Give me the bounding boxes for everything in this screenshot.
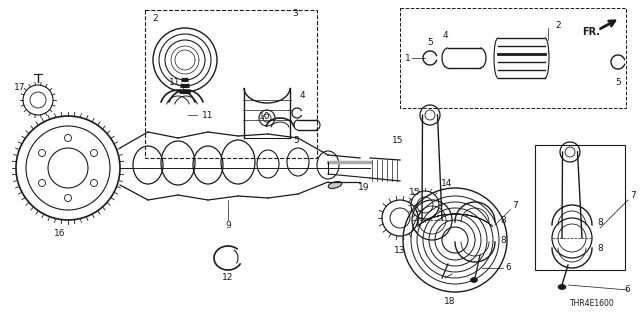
Text: 11: 11 [169,77,180,86]
Ellipse shape [470,277,477,283]
Text: 4: 4 [300,91,306,100]
Text: 2: 2 [555,20,561,29]
Bar [535,145,625,270]
Text: 12: 12 [222,274,234,283]
Text: 5: 5 [615,77,621,86]
Ellipse shape [558,284,566,290]
Ellipse shape [328,181,342,188]
Text: 7: 7 [630,190,636,199]
Text: 9: 9 [225,220,231,229]
Text: 17: 17 [14,83,26,92]
Text: 13: 13 [394,245,406,254]
Text: 8: 8 [597,244,603,252]
Text: 15: 15 [392,135,404,145]
Text: 6: 6 [505,263,511,273]
Text: 4: 4 [442,30,448,39]
Text: 6: 6 [624,285,630,294]
Text: FR.: FR. [582,27,600,37]
Text: 11: 11 [202,110,214,119]
Text: 19: 19 [358,182,369,191]
Text: 15: 15 [409,188,420,196]
Bar [400,8,626,108]
Text: 7: 7 [512,201,518,210]
Text: 14: 14 [442,179,452,188]
Text: 8: 8 [500,215,506,225]
Text: THR4E1600: THR4E1600 [570,299,615,308]
Text: 1: 1 [405,53,411,62]
Text: 10: 10 [259,111,271,121]
Text: 16: 16 [54,228,66,237]
Text: 3: 3 [292,9,298,18]
Bar [145,10,317,158]
Text: 2: 2 [152,13,157,22]
Text: 8: 8 [597,218,603,227]
Text: 18: 18 [444,298,456,307]
Text: 8: 8 [500,236,506,244]
Text: 5: 5 [427,37,433,46]
Text: 5: 5 [293,135,299,145]
